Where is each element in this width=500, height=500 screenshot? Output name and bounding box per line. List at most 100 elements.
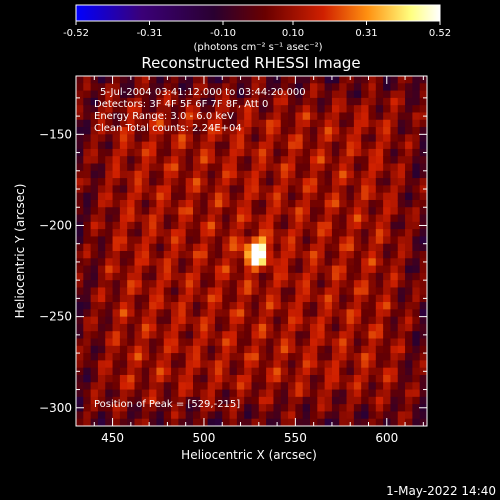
heatmap-cell [76,214,84,223]
heatmap-cell [214,374,223,383]
heatmap-cell [149,411,158,420]
heatmap-cell [295,360,304,369]
heatmap-cell [112,338,121,347]
heatmap-cell [273,323,282,332]
heatmap-cell [229,199,238,208]
heatmap-cell [331,323,340,332]
heatmap-cell [310,127,318,135]
heatmap-cell [149,389,158,398]
heatmap-cell [346,141,355,150]
heatmap-cell [288,83,296,92]
heatmap-cell [229,127,238,135]
heatmap-cell [390,97,399,106]
heatmap-cell [280,331,289,340]
heatmap-cell [273,156,282,165]
heatmap-cell [119,76,128,84]
heatmap-cell [149,294,158,303]
heatmap-cell [222,112,231,121]
heatmap-cell [185,141,194,150]
heatmap-cell [97,287,106,296]
heatmap-cell [280,141,289,150]
heatmap-cell [178,294,187,303]
heatmap-cell [280,214,289,223]
heatmap-cell [83,309,92,318]
heatmap-cell [405,411,413,420]
heatmap-cell [412,331,421,340]
heatmap-cell [244,331,253,340]
heatmap-cell [397,97,406,106]
heatmap-cell [112,236,121,245]
y-tick-label: −300 [39,401,72,415]
heatmap-cell [207,134,216,143]
heatmap-cell [280,316,289,325]
heatmap-cell [156,418,165,426]
heatmap-cell [149,360,158,369]
heatmap-cell [171,331,179,340]
heatmap-cell [317,294,326,303]
heatmap-cell [207,83,216,92]
heatmap-cell [353,141,362,150]
heatmap-cell [112,199,121,208]
heatmap-cell [280,345,289,354]
heatmap-cell [149,353,158,361]
heatmap-cell [156,353,165,361]
heatmap-cell [149,243,158,252]
heatmap-cell [346,331,355,340]
heatmap-cell [149,280,158,289]
heatmap-cell [178,309,187,318]
heatmap-cell [156,316,165,325]
heatmap-cell [280,294,289,303]
heatmap-cell [90,83,99,92]
y-tick-label: −150 [39,127,72,141]
heatmap-cell [163,90,172,99]
heatmap-cell [361,185,370,194]
heatmap-cell [310,389,318,398]
heatmap-cell [83,83,92,92]
heatmap-cell [236,214,245,223]
heatmap-cell [236,367,245,376]
heatmap-cell [375,156,384,165]
heatmap-cell [156,178,165,186]
x-tick-label: 450 [101,431,124,445]
heatmap-cell [288,134,296,143]
heatmap-cell [229,396,238,405]
heatmap-cell [368,389,377,398]
heatmap-cell [134,214,143,223]
heatmap-cell [171,127,179,135]
heatmap-cell [368,294,377,303]
heatmap-cell [222,97,231,106]
heatmap-cell [171,418,179,426]
heatmap-cell [141,76,150,84]
heatmap-cell [119,119,128,128]
heatmap-cell [105,360,114,369]
heatmap-cell [163,148,172,157]
heatmap-cell [90,338,99,347]
heatmap-cell [149,97,158,106]
heatmap-cell [105,374,114,383]
heatmap-cell [244,316,253,325]
heatmap-cell [302,258,311,267]
heatmap-cell [405,185,413,194]
heatmap-cell [127,396,136,405]
heatmap-cell [76,287,84,296]
heatmap-cell [251,251,260,259]
heatmap-cell [273,119,282,128]
heatmap-cell [229,309,238,318]
heatmap-cell [346,90,355,99]
heatmap-cell [331,360,340,369]
heatmap-cell [412,163,421,172]
heatmap-cell [419,83,427,92]
heatmap-cell [412,287,421,296]
heatmap-cell [405,374,413,383]
heatmap-cell [280,236,289,245]
heatmap-cell [214,236,223,245]
heatmap-cell [112,360,121,369]
heatmap-cell [127,97,136,106]
heatmap-cell [295,156,304,165]
heatmap-cell [280,119,289,128]
heatmap-cell [171,316,179,325]
heatmap-cell [97,251,106,259]
heatmap-cell [134,404,143,413]
heatmap-cell [119,360,128,369]
colorbar-tick-label: 0.10 [282,28,304,39]
